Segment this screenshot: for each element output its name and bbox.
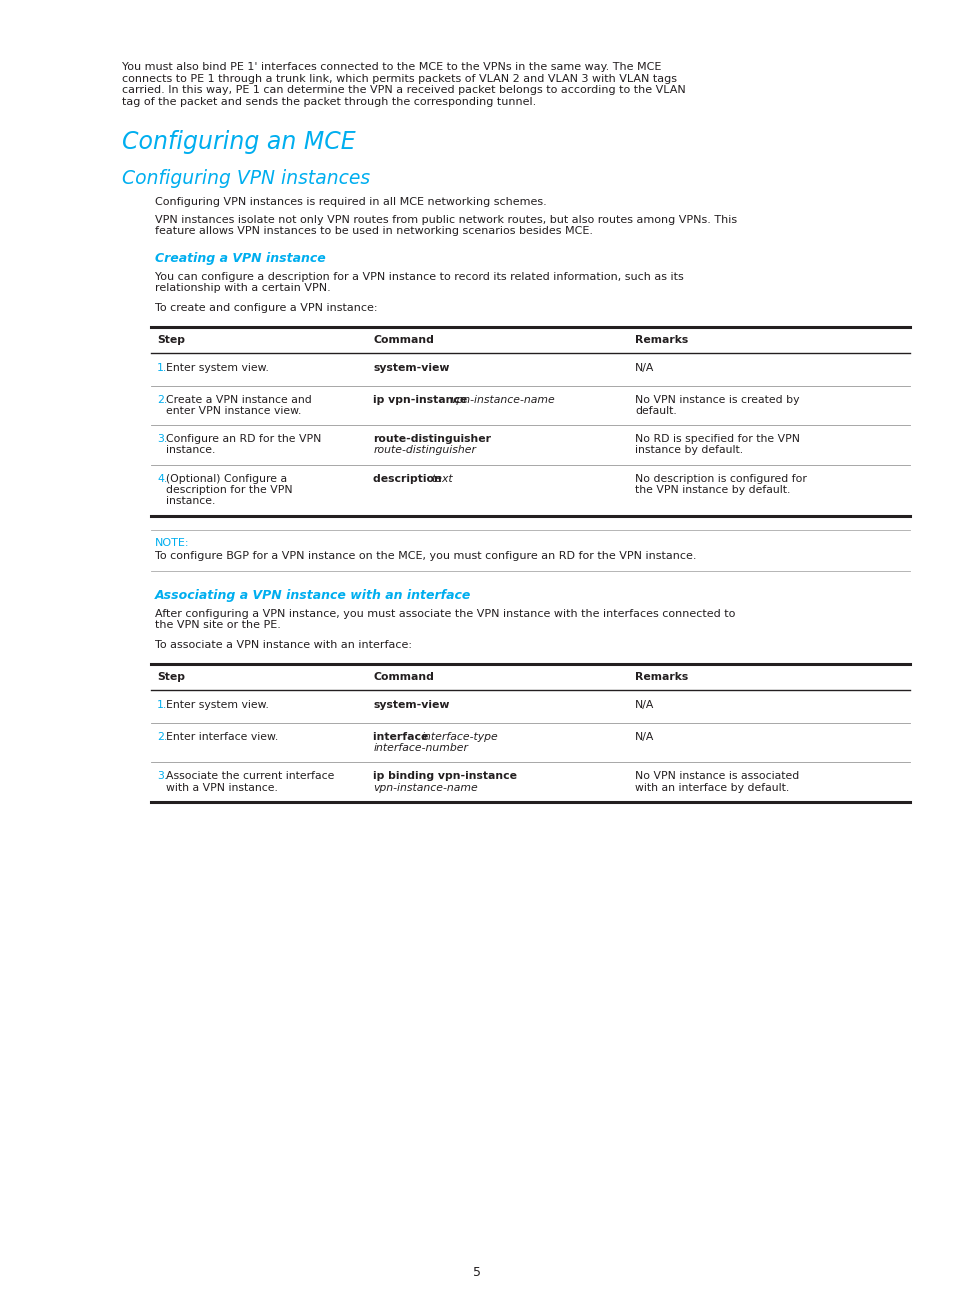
Text: Configuring VPN instances is required in all MCE networking schemes.: Configuring VPN instances is required in… [154,197,546,207]
Text: VPN instances isolate not only VPN routes from public network routes, but also r: VPN instances isolate not only VPN route… [154,215,737,224]
Text: Step: Step [157,671,185,682]
Text: Create a VPN instance and: Create a VPN instance and [166,394,311,404]
Text: NOTE:: NOTE: [154,538,190,548]
Text: with a VPN instance.: with a VPN instance. [166,783,277,793]
Text: the VPN instance by default.: the VPN instance by default. [635,485,790,495]
Text: carried. In this way, PE 1 can determine the VPN a received packet belongs to ac: carried. In this way, PE 1 can determine… [122,86,685,95]
Text: text: text [431,474,453,483]
Text: relationship with a certain VPN.: relationship with a certain VPN. [154,284,331,293]
Text: Associating a VPN instance with an interface: Associating a VPN instance with an inter… [154,588,471,601]
Text: 3.: 3. [157,771,167,781]
Text: route-distinguisher: route-distinguisher [373,446,476,455]
Text: To configure BGP for a VPN instance on the MCE, you must configure an RD for the: To configure BGP for a VPN instance on t… [154,551,696,561]
Text: N/A: N/A [635,700,654,710]
Text: system-view: system-view [373,700,449,710]
Text: No VPN instance is associated: No VPN instance is associated [635,771,799,781]
Text: Command: Command [373,334,434,345]
Text: system-view: system-view [373,363,449,372]
Text: 3.: 3. [157,434,167,445]
Text: Configuring an MCE: Configuring an MCE [122,131,355,154]
Text: After configuring a VPN instance, you must associate the VPN instance with the i: After configuring a VPN instance, you mu… [154,609,735,619]
Text: description for the VPN: description for the VPN [166,485,292,495]
Text: feature allows VPN instances to be used in networking scenarios besides MCE.: feature allows VPN instances to be used … [154,227,593,236]
Text: instance.: instance. [166,446,214,455]
Text: interface-number: interface-number [373,743,468,753]
Text: ip binding vpn-instance: ip binding vpn-instance [373,771,517,781]
Text: enter VPN instance view.: enter VPN instance view. [166,406,300,416]
Text: No description is configured for: No description is configured for [635,474,806,483]
Text: Enter system view.: Enter system view. [166,700,268,710]
Text: 5: 5 [473,1266,480,1279]
Text: vpn-instance-name: vpn-instance-name [450,394,555,404]
Text: You can configure a description for a VPN instance to record its related informa: You can configure a description for a VP… [154,272,683,281]
Text: To create and configure a VPN instance:: To create and configure a VPN instance: [154,303,377,312]
Text: the VPN site or the PE.: the VPN site or the PE. [154,621,280,630]
Text: Step: Step [157,334,185,345]
Text: vpn-instance-name: vpn-instance-name [373,783,477,793]
Text: 1.: 1. [157,700,167,710]
Text: Remarks: Remarks [635,671,688,682]
Text: N/A: N/A [635,363,654,372]
Text: 2.: 2. [157,732,167,741]
Text: Command: Command [373,671,434,682]
Text: Creating a VPN instance: Creating a VPN instance [154,251,325,264]
Text: Remarks: Remarks [635,334,688,345]
Text: route-distinguisher: route-distinguisher [373,434,491,445]
Text: description: description [373,474,445,483]
Text: connects to PE 1 through a trunk link, which permits packets of VLAN 2 and VLAN : connects to PE 1 through a trunk link, w… [122,74,677,84]
Text: Enter interface view.: Enter interface view. [166,732,277,741]
Text: interface-type: interface-type [421,732,497,741]
Text: 2.: 2. [157,394,167,404]
Text: No RD is specified for the VPN: No RD is specified for the VPN [635,434,800,445]
Text: 4.: 4. [157,474,167,483]
Text: 1.: 1. [157,363,167,372]
Text: instance by default.: instance by default. [635,446,742,455]
Text: No VPN instance is created by: No VPN instance is created by [635,394,799,404]
Text: Configuring VPN instances: Configuring VPN instances [122,168,370,188]
Text: with an interface by default.: with an interface by default. [635,783,788,793]
Text: You must also bind PE 1' interfaces connected to the MCE to the VPNs in the same: You must also bind PE 1' interfaces conn… [122,62,660,73]
Text: (Optional) Configure a: (Optional) Configure a [166,474,287,483]
Text: instance.: instance. [166,496,214,507]
Text: Associate the current interface: Associate the current interface [166,771,334,781]
Text: interface: interface [373,732,432,741]
Text: default.: default. [635,406,677,416]
Text: Enter system view.: Enter system view. [166,363,268,372]
Text: To associate a VPN instance with an interface:: To associate a VPN instance with an inte… [154,640,412,651]
Text: tag of the packet and sends the packet through the corresponding tunnel.: tag of the packet and sends the packet t… [122,97,536,106]
Text: ip vpn-instance: ip vpn-instance [373,394,471,404]
Text: N/A: N/A [635,732,654,741]
Text: Configure an RD for the VPN: Configure an RD for the VPN [166,434,320,445]
